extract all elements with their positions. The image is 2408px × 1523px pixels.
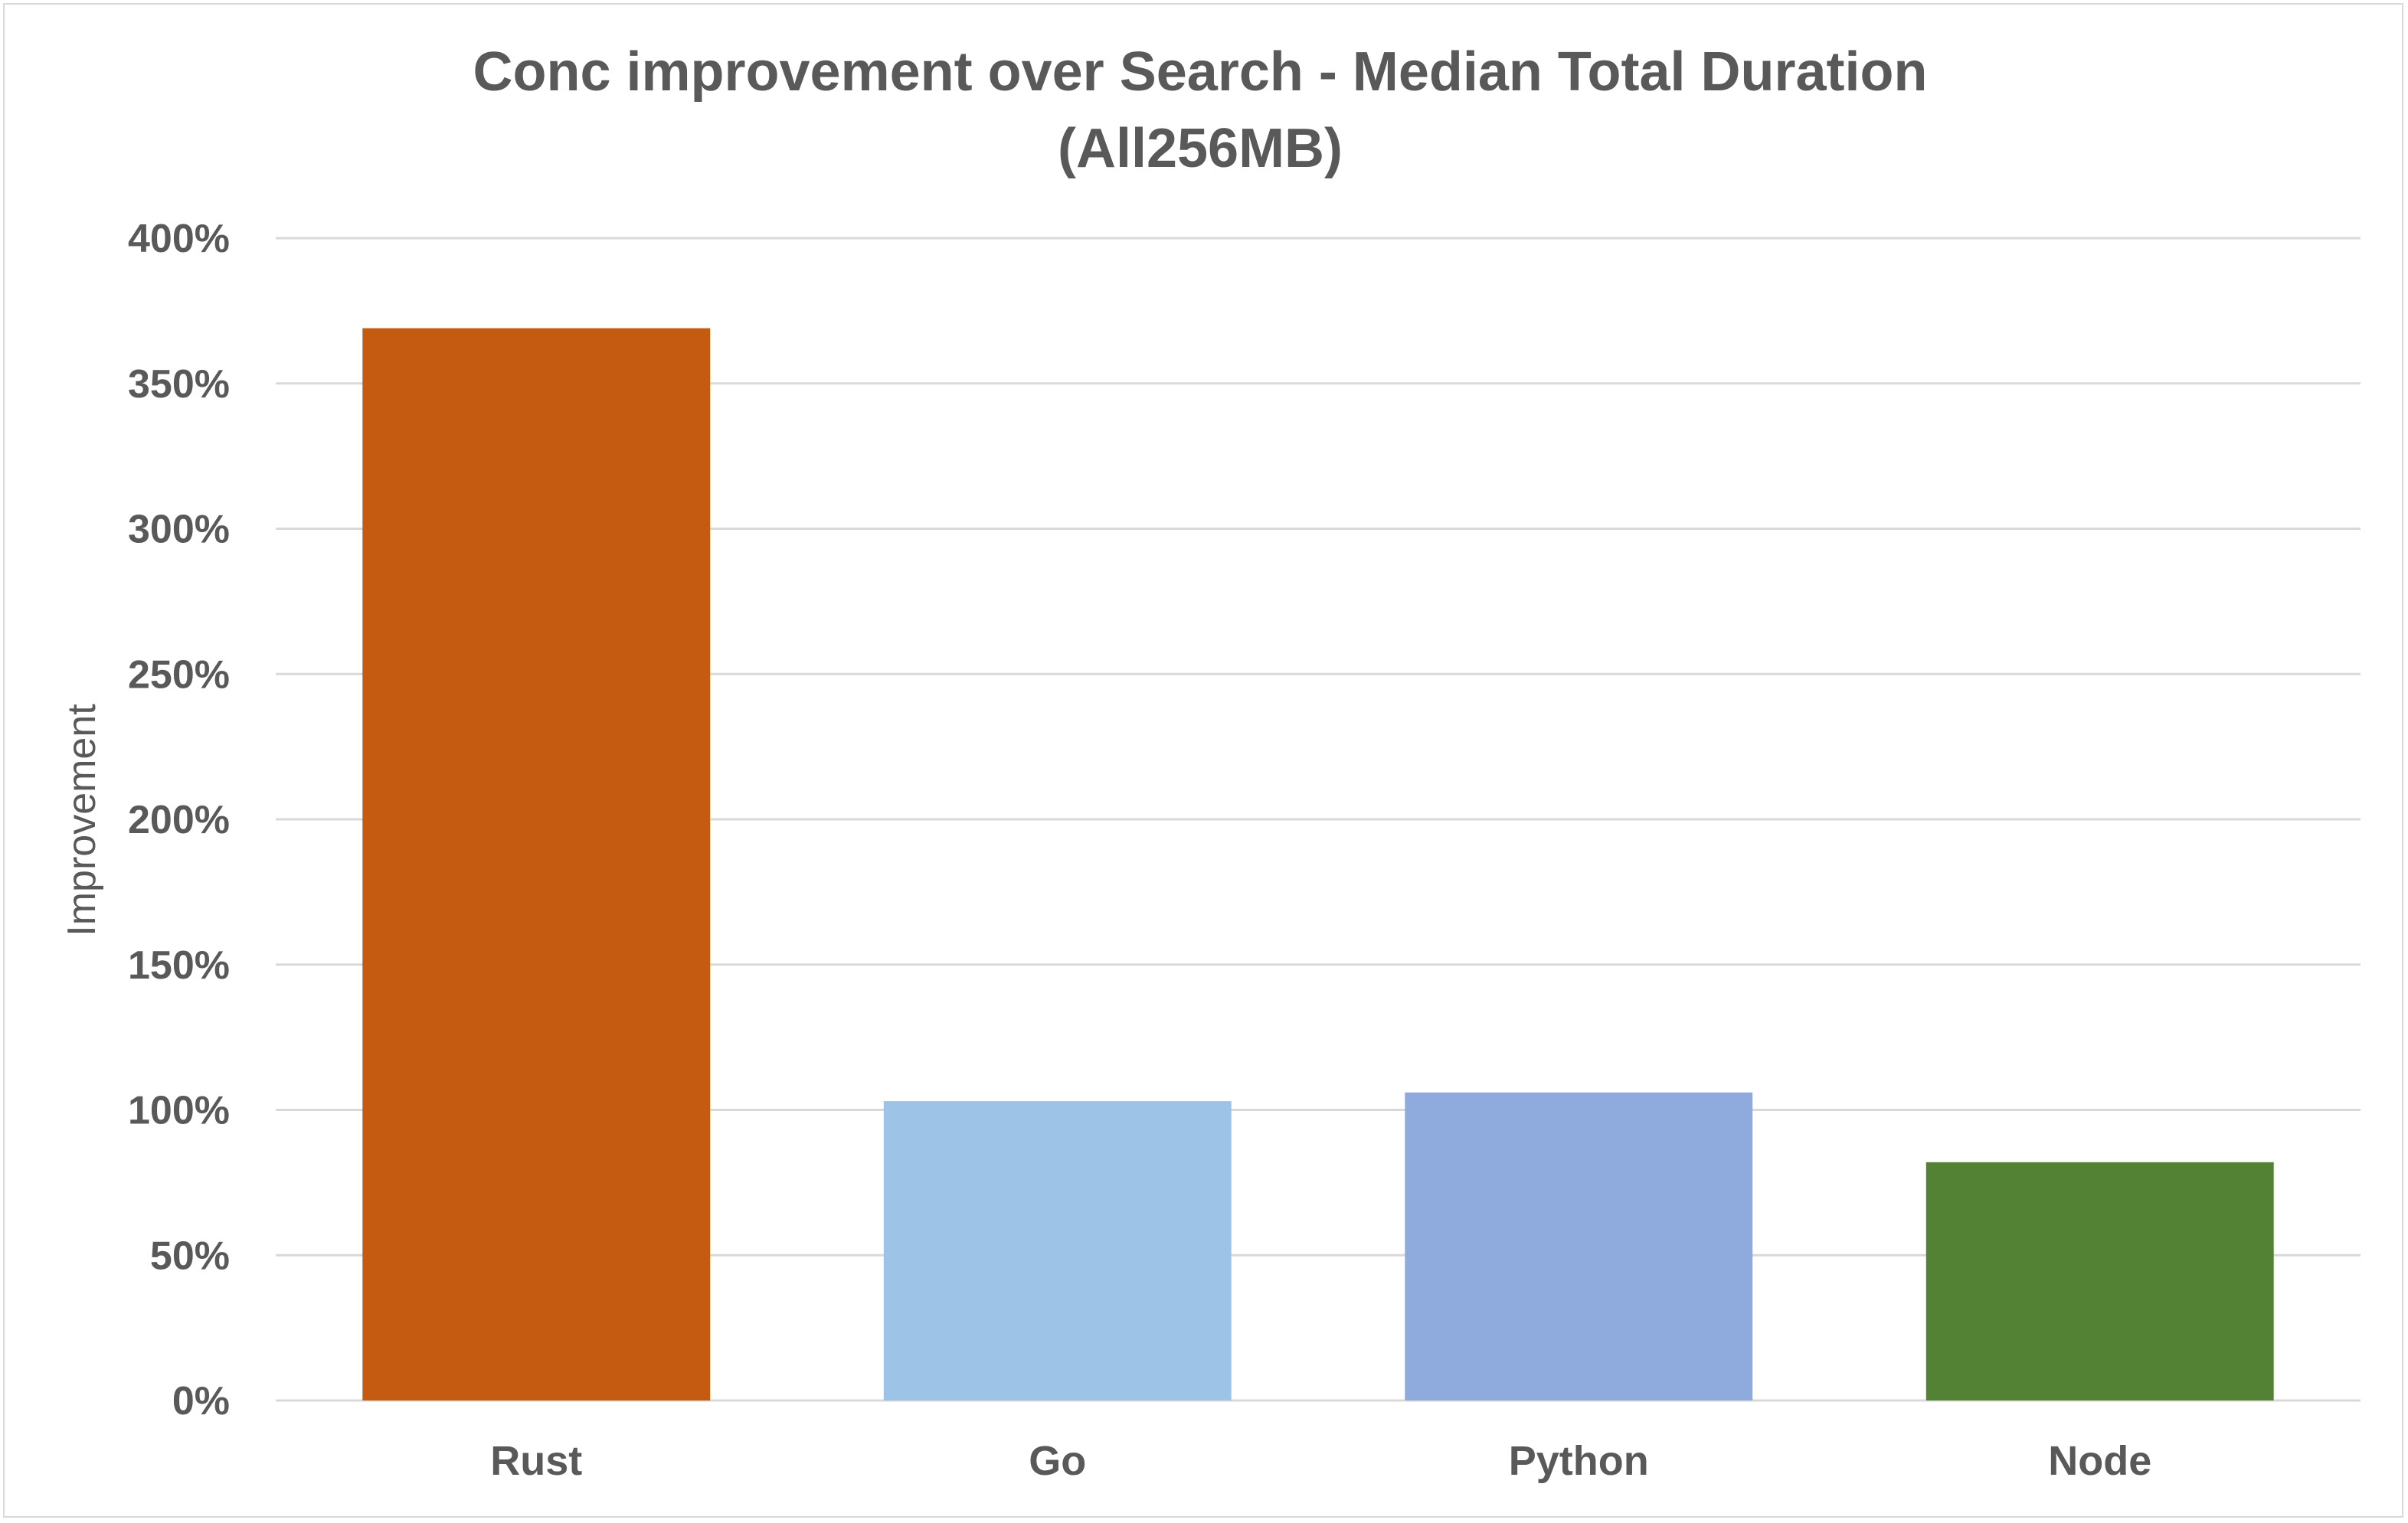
x-category-label: Node xyxy=(2048,1438,2151,1484)
y-tick-label: 350% xyxy=(128,362,230,407)
x-category-label: Python xyxy=(1509,1438,1649,1484)
y-tick-label: 0% xyxy=(172,1379,230,1423)
y-axis-title: Improvement xyxy=(60,704,104,936)
chart-frame: Conc improvement over Search - Median To… xyxy=(3,3,2403,1518)
bar-go xyxy=(883,1101,1232,1400)
y-tick-label: 250% xyxy=(128,652,230,697)
chart-title-line-2: (All256MB) xyxy=(1058,118,1343,179)
y-tick-label: 50% xyxy=(150,1234,230,1278)
chart-title: Conc improvement over Search - Median To… xyxy=(473,41,1928,179)
y-tick-label: 150% xyxy=(128,943,230,988)
y-axis-tick-labels: 0% 50% 100% 150% 200% 250% 300% 350% 400% xyxy=(128,217,230,1423)
bar-python xyxy=(1405,1092,1753,1400)
bar-chart: Conc improvement over Search - Median To… xyxy=(60,41,2361,1484)
bar-rust xyxy=(362,328,711,1400)
y-tick-label: 400% xyxy=(128,217,230,261)
y-tick-label: 200% xyxy=(128,798,230,842)
bars xyxy=(362,328,2274,1400)
bar-node xyxy=(1925,1162,2274,1400)
y-tick-label: 300% xyxy=(128,508,230,552)
x-category-label: Go xyxy=(1029,1438,1086,1484)
x-axis-category-labels: Rust Go Python Node xyxy=(490,1438,2151,1484)
y-tick-label: 100% xyxy=(128,1089,230,1133)
chart-title-line-1: Conc improvement over Search - Median To… xyxy=(473,41,1928,103)
x-category-label: Rust xyxy=(490,1438,582,1484)
